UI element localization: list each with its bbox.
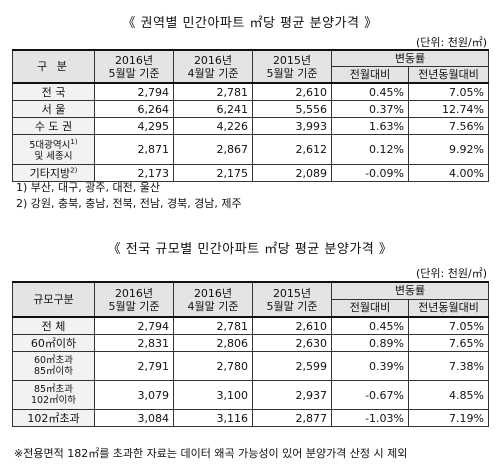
table-row: 전 국 2,794 2,781 2,610 0.45% 7.05% bbox=[12, 82, 489, 101]
table2-header-col3: 2015년 5월말 기준 bbox=[252, 281, 332, 318]
cell-value: 0.45% bbox=[331, 82, 409, 101]
cell-value: 2,630 bbox=[252, 334, 332, 352]
cell-value: 2,791 bbox=[94, 351, 174, 381]
cell-value: 2,937 bbox=[252, 380, 332, 410]
note-2: 2) 강원, 충북, 충남, 전북, 전남, 경북, 경남, 제주 bbox=[16, 197, 242, 210]
table-row: 전 체 2,794 2,781 2,610 0.45% 7.05% bbox=[12, 316, 489, 335]
cell-value: -0.67% bbox=[331, 380, 409, 410]
cell-value: 1.63% bbox=[331, 117, 409, 135]
cell-value: 6,264 bbox=[94, 100, 174, 118]
cell-value: 4.85% bbox=[408, 380, 489, 410]
row-label: 수 도 권 bbox=[12, 117, 95, 135]
table-row: 서 울 6,264 6,241 5,556 0.37% 12.74% bbox=[12, 100, 489, 118]
table2-header-col1: 2016년 5월말 기준 bbox=[94, 281, 174, 318]
table1-unit: (단위: 천원/㎡) bbox=[416, 36, 487, 49]
cell-value: 2,877 bbox=[252, 409, 332, 427]
cell-value: 5,556 bbox=[252, 100, 332, 118]
table1-header-col2: 2016년 4월말 기준 bbox=[173, 49, 253, 84]
cell-value: 2,867 bbox=[173, 134, 253, 165]
cell-value: 2,612 bbox=[252, 134, 332, 165]
cell-value: 3,116 bbox=[173, 409, 253, 427]
cell-value: 4,295 bbox=[94, 117, 174, 135]
table-row: 5대광역시1) 및 세종시 2,871 2,867 2,612 0.12% 9.9… bbox=[12, 134, 489, 165]
cell-value: 7.65% bbox=[408, 334, 489, 352]
table2-header-size: 규모구분 bbox=[12, 281, 95, 318]
cell-value: 7.38% bbox=[408, 351, 489, 381]
cell-value: 2,175 bbox=[173, 164, 253, 182]
table-row: 60㎡초과 85㎡이하 2,791 2,780 2,599 0.39% 7.38% bbox=[12, 351, 489, 381]
row-label: 60㎡초과 85㎡이하 bbox=[12, 351, 95, 381]
table-row: 60㎡이하 2,831 2,806 2,630 0.89% 7.65% bbox=[12, 334, 489, 352]
cell-value: 2,173 bbox=[94, 164, 174, 182]
row-label: 전 체 bbox=[12, 316, 95, 335]
cell-value: 3,100 bbox=[173, 380, 253, 410]
cell-value: 0.37% bbox=[331, 100, 409, 118]
cell-value: 2,781 bbox=[173, 316, 253, 335]
cell-value: 2,794 bbox=[94, 82, 174, 101]
table-row: 102㎡초과 3,084 3,116 2,877 -1.03% 7.19% bbox=[12, 409, 489, 427]
table2-header-yoy: 전년동월대비 bbox=[408, 298, 489, 318]
cell-value: 2,089 bbox=[252, 164, 332, 182]
cell-value: 6,241 bbox=[173, 100, 253, 118]
table-row: 85㎡초과 102㎡이하 3,079 3,100 2,937 -0.67% 4.8… bbox=[12, 380, 489, 410]
table1-header-col3: 2015년 5월말 기준 bbox=[252, 49, 332, 84]
table1-header-mom: 전월대비 bbox=[331, 65, 409, 84]
cell-value: 2,780 bbox=[173, 351, 253, 381]
cell-value: -0.09% bbox=[331, 164, 409, 182]
table2-header-change: 변동률 bbox=[331, 281, 489, 300]
cell-value: 2,781 bbox=[173, 82, 253, 101]
row-label: 102㎡초과 bbox=[12, 409, 95, 427]
table2-size-prices: 규모구분 2016년 5월말 기준 2016년 4월말 기준 2015년 5월말 기준… bbox=[12, 281, 489, 427]
row-label: 60㎡이하 bbox=[12, 334, 95, 352]
cell-value: 0.39% bbox=[331, 351, 409, 381]
row-label: 전 국 bbox=[12, 82, 95, 101]
cell-value: 3,079 bbox=[94, 380, 174, 410]
cell-value: 3,084 bbox=[94, 409, 174, 427]
cell-value: 7.56% bbox=[408, 117, 489, 135]
table1-title: 《 권역별 민간아파트 ㎡당 평균 분양가격 》 bbox=[122, 16, 378, 31]
table2-header-col2: 2016년 4월말 기준 bbox=[173, 281, 253, 318]
cell-value: 4,226 bbox=[173, 117, 253, 135]
cell-value: 0.12% bbox=[331, 134, 409, 165]
cell-value: 3,993 bbox=[252, 117, 332, 135]
row-label: 5대광역시1) 및 세종시 bbox=[12, 134, 95, 165]
table-row: 수 도 권 4,295 4,226 3,993 1.63% 7.56% bbox=[12, 117, 489, 135]
row-label: 기타지방2) bbox=[12, 164, 95, 182]
cell-value: 2,599 bbox=[252, 351, 332, 381]
table1-notes: 1) 부산, 대구, 광주, 대전, 울산 2) 강원, 충북, 충남, 전북,… bbox=[16, 180, 242, 212]
cell-value: 2,610 bbox=[252, 316, 332, 335]
cell-value: 4.00% bbox=[408, 164, 489, 182]
cell-value: 2,610 bbox=[252, 82, 332, 101]
note-1: 1) 부산, 대구, 광주, 대전, 울산 bbox=[16, 181, 160, 194]
table2-header-mom: 전월대비 bbox=[331, 298, 409, 318]
table1-header-col1: 2016년 5월말 기준 bbox=[94, 49, 174, 84]
cell-value: 7.05% bbox=[408, 82, 489, 101]
table1-header-yoy: 전년동월대비 bbox=[408, 65, 489, 84]
cell-value: 0.45% bbox=[331, 316, 409, 335]
cell-value: 9.92% bbox=[408, 134, 489, 165]
table2-header: 규모구분 2016년 5월말 기준 2016년 4월말 기준 2015년 5월말 기준… bbox=[12, 281, 489, 318]
cell-value: 7.19% bbox=[408, 409, 489, 427]
table2-title: 《 전국 규모별 민간아파트 ㎡당 평균 분양가격 》 bbox=[107, 242, 393, 257]
cell-value: 2,806 bbox=[173, 334, 253, 352]
table-row: 기타지방2) 2,173 2,175 2,089 -0.09% 4.00% bbox=[12, 164, 489, 182]
cell-value: -1.03% bbox=[331, 409, 409, 427]
cell-value: 7.05% bbox=[408, 316, 489, 335]
table1-regional-prices: 구 분 2016년 5월말 기준 2016년 4월말 기준 2015년 5월말 기준 … bbox=[12, 49, 489, 182]
cell-value: 0.89% bbox=[331, 334, 409, 352]
footnote: ※전용면적 182㎡를 초과한 자료는 데이터 왜곡 가능성이 있어 분양가격 … bbox=[14, 447, 408, 460]
table1-header: 구 분 2016년 5월말 기준 2016년 4월말 기준 2015년 5월말 기준 … bbox=[12, 49, 489, 84]
table1-header-region: 구 분 bbox=[12, 49, 95, 84]
table1-header-change: 변동률 bbox=[331, 49, 489, 67]
cell-value: 2,831 bbox=[94, 334, 174, 352]
row-label: 서 울 bbox=[12, 100, 95, 118]
row-label: 85㎡초과 102㎡이하 bbox=[12, 380, 95, 410]
table2-unit: (단위: 천원/㎡) bbox=[416, 267, 487, 280]
cell-value: 2,871 bbox=[94, 134, 174, 165]
cell-value: 12.74% bbox=[408, 100, 489, 118]
cell-value: 2,794 bbox=[94, 316, 174, 335]
